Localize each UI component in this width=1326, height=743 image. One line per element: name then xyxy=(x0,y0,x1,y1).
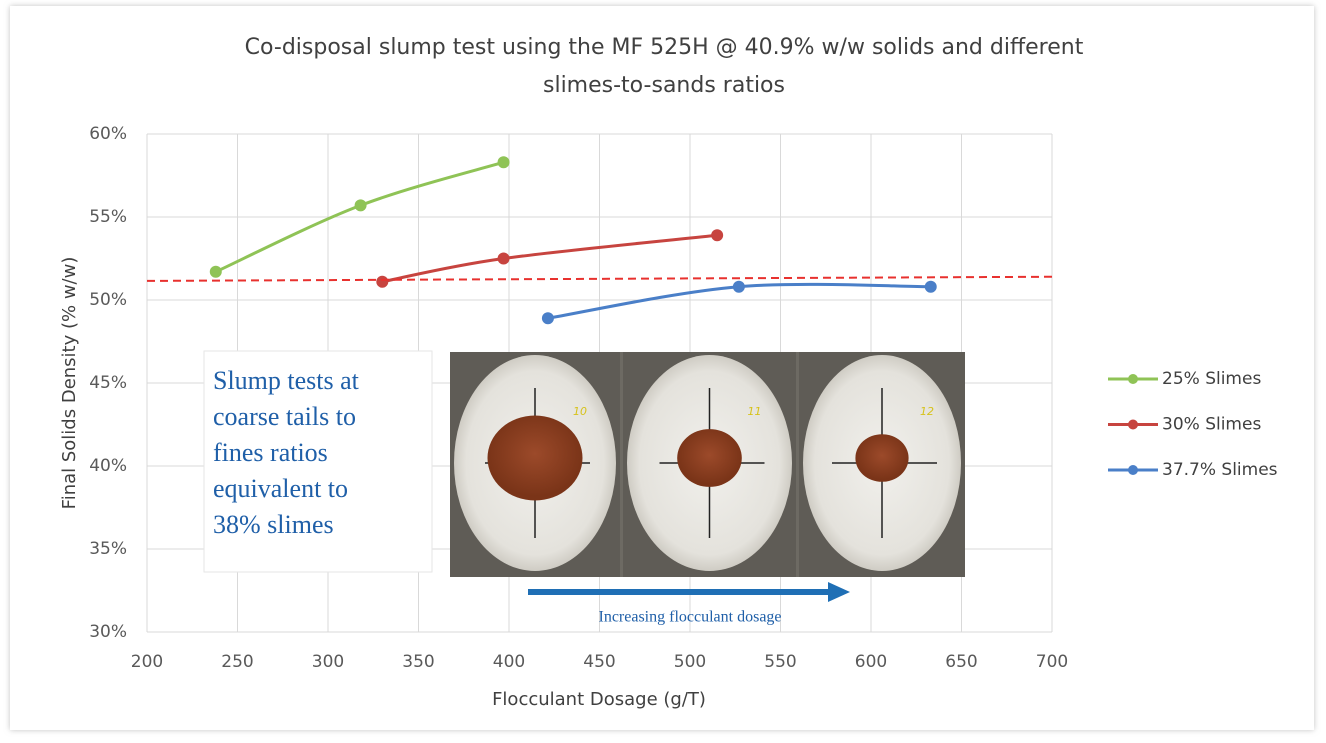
data-point xyxy=(376,276,388,288)
data-point xyxy=(498,156,510,168)
data-point xyxy=(498,253,510,265)
sample xyxy=(677,429,742,487)
photo-label: 12 xyxy=(920,405,934,418)
y-axis-title: Final Solids Density (% w/w) xyxy=(59,257,80,510)
x-axis-title: Flocculant Dosage (g/T) xyxy=(492,689,706,710)
y-tick-label: 30% xyxy=(89,622,127,642)
y-tick-label: 35% xyxy=(89,539,127,559)
y-tick-label: 55% xyxy=(89,207,127,227)
data-point xyxy=(925,281,937,293)
x-tick-label: 300 xyxy=(312,652,344,672)
legend-marker xyxy=(1128,420,1138,430)
x-tick-label: 700 xyxy=(1036,652,1068,672)
sample xyxy=(488,416,583,501)
x-tick-label: 250 xyxy=(221,652,253,672)
x-tick-label: 400 xyxy=(493,652,525,672)
photo-label: 11 xyxy=(748,405,762,418)
photos: 10 11 12 xyxy=(450,352,965,577)
annotation-line: 38% slimes xyxy=(213,510,334,539)
x-tick-label: 600 xyxy=(855,652,887,672)
sample xyxy=(855,434,908,482)
legend-label: 30% Slimes xyxy=(1162,415,1261,435)
legend-label: 25% Slimes xyxy=(1162,369,1261,389)
data-point xyxy=(733,281,745,293)
y-tick-label: 60% xyxy=(89,124,127,144)
data-point xyxy=(542,312,554,324)
y-tick-label: 45% xyxy=(89,373,127,393)
legend-label: 37.7% Slimes xyxy=(1162,460,1278,480)
chart-title: Co-disposal slump test using the MF 525H… xyxy=(245,35,1084,60)
chart-title: slimes-to-sands ratios xyxy=(543,73,785,98)
annotation-line: Slump tests at xyxy=(213,366,360,395)
annotation-line: coarse tails to xyxy=(213,402,356,431)
data-point xyxy=(355,199,367,211)
legend-marker xyxy=(1128,465,1138,475)
x-tick-label: 450 xyxy=(583,652,615,672)
annotation-line: fines ratios xyxy=(213,438,328,467)
y-tick-label: 40% xyxy=(89,456,127,476)
chart: Co-disposal slump test using the MF 525H… xyxy=(0,0,1326,739)
photo-label: 10 xyxy=(573,405,587,418)
y-tick-label: 50% xyxy=(89,290,127,310)
x-tick-label: 500 xyxy=(674,652,706,672)
arrow-label: Increasing flocculant dosage xyxy=(598,609,781,626)
annotation-line: equivalent to xyxy=(213,474,348,503)
data-point xyxy=(711,229,723,241)
x-tick-label: 350 xyxy=(402,652,434,672)
legend-marker xyxy=(1128,374,1138,384)
data-point xyxy=(210,266,222,278)
x-tick-label: 550 xyxy=(764,652,796,672)
x-tick-label: 650 xyxy=(945,652,977,672)
x-tick-label: 200 xyxy=(131,652,163,672)
